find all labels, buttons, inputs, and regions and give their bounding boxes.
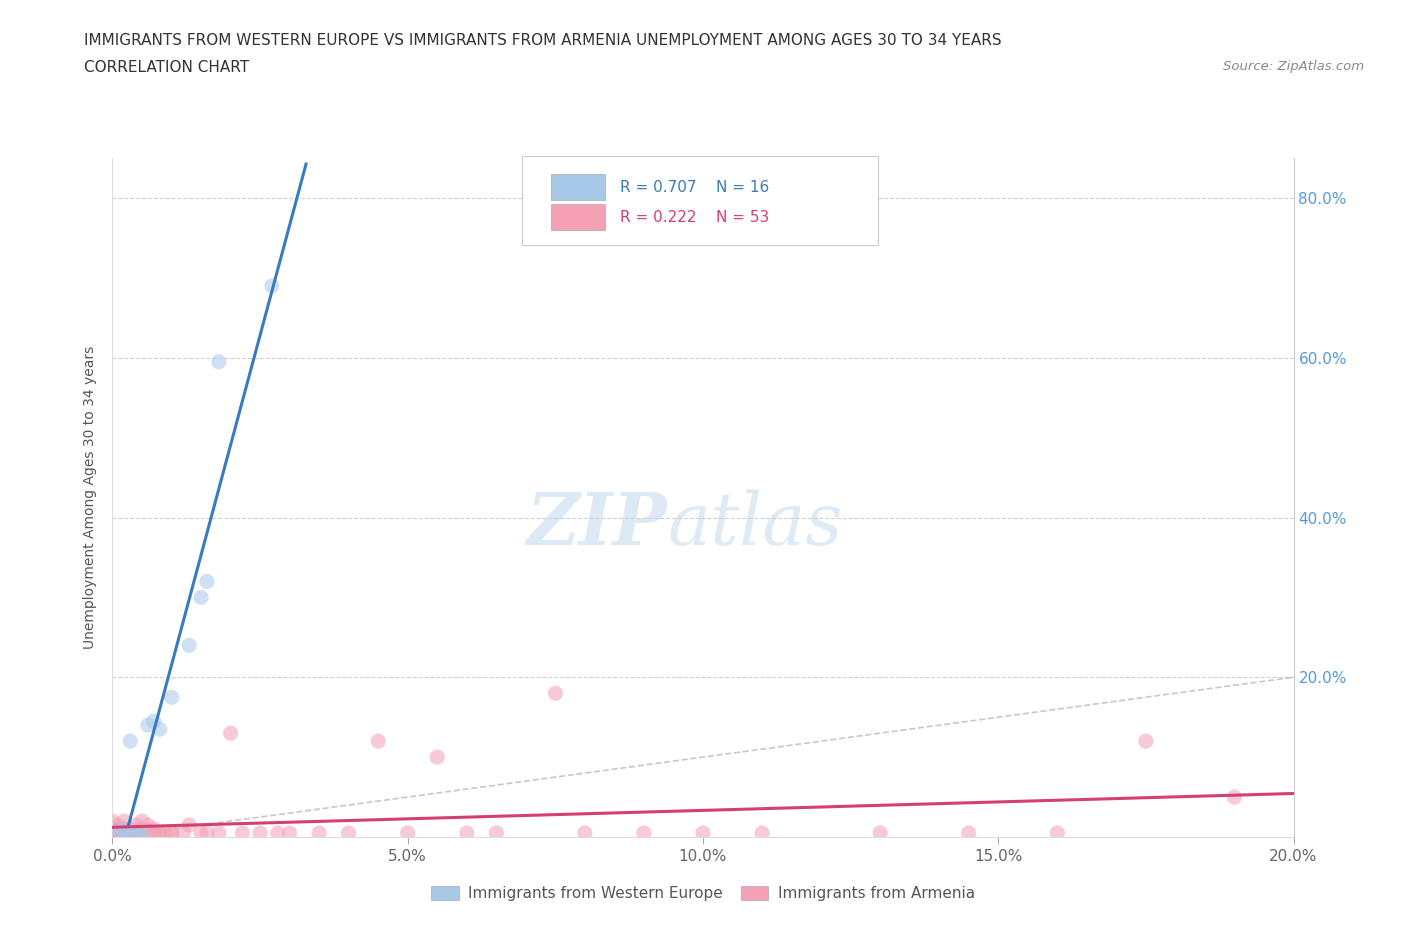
Point (208, 826, 231, 841)
Point (125, 826, 148, 841)
Point (179, 638, 201, 653)
Point (112, 826, 135, 841)
Point (195, 574, 218, 589)
Point (195, 826, 218, 841)
Text: atlas: atlas (668, 489, 844, 560)
Point (396, 826, 419, 841)
Point (155, 826, 177, 841)
Point (249, 826, 271, 841)
Point (101, 821, 124, 836)
Point (1046, 826, 1069, 841)
Point (869, 826, 891, 841)
Point (142, 826, 165, 841)
Point (125, 817, 148, 832)
Point (149, 826, 172, 841)
Point (120, 826, 142, 841)
Point (278, 826, 301, 841)
Point (120, 734, 142, 749)
Point (131, 821, 153, 836)
Point (101, 826, 124, 841)
Point (485, 826, 508, 841)
Point (260, 278, 283, 293)
Point (190, 590, 212, 604)
Point (120, 826, 142, 841)
FancyBboxPatch shape (522, 156, 877, 245)
Point (136, 718, 159, 733)
Point (136, 817, 159, 832)
Point (231, 826, 253, 841)
Point (574, 826, 596, 841)
Point (149, 826, 172, 841)
Point (426, 750, 449, 764)
Point (112, 814, 135, 829)
Point (456, 826, 478, 841)
Point (120, 826, 142, 841)
FancyBboxPatch shape (551, 205, 605, 230)
Point (190, 826, 212, 841)
Point (692, 826, 714, 841)
Point (308, 826, 330, 841)
Y-axis label: Unemployment Among Ages 30 to 34 years: Unemployment Among Ages 30 to 34 years (83, 346, 97, 649)
Point (107, 817, 129, 832)
Point (107, 826, 129, 841)
Point (112, 821, 135, 836)
Point (267, 826, 290, 841)
Text: IMMIGRANTS FROM WESTERN EUROPE VS IMMIGRANTS FROM ARMENIA UNEMPLOYMENT AMONG AGE: IMMIGRANTS FROM WESTERN EUROPE VS IMMIGR… (84, 33, 1002, 47)
Text: R = 0.707    N = 16: R = 0.707 N = 16 (620, 179, 769, 194)
Point (136, 826, 159, 841)
Point (957, 826, 980, 841)
Point (208, 354, 231, 369)
Point (101, 814, 124, 829)
Point (367, 734, 389, 749)
Point (107, 826, 129, 841)
Point (633, 826, 655, 841)
Point (160, 826, 183, 841)
Text: ZIP: ZIP (527, 489, 668, 560)
Point (1223, 790, 1246, 804)
Point (149, 722, 172, 737)
Point (142, 713, 165, 728)
Point (160, 826, 183, 841)
Point (125, 826, 148, 841)
Point (131, 826, 153, 841)
Point (112, 821, 135, 836)
Point (131, 826, 153, 841)
Text: Source: ZipAtlas.com: Source: ZipAtlas.com (1223, 60, 1364, 73)
Point (172, 826, 194, 841)
Legend: Immigrants from Western Europe, Immigrants from Armenia: Immigrants from Western Europe, Immigran… (425, 880, 981, 908)
Point (1135, 734, 1157, 749)
Point (219, 725, 242, 740)
Point (120, 821, 142, 836)
Point (179, 817, 201, 832)
FancyBboxPatch shape (551, 175, 605, 200)
Point (751, 826, 773, 841)
Point (160, 690, 183, 705)
Point (131, 814, 153, 829)
Point (112, 826, 135, 841)
Point (544, 685, 567, 700)
Text: CORRELATION CHART: CORRELATION CHART (84, 60, 249, 75)
Point (337, 826, 360, 841)
Text: R = 0.222    N = 53: R = 0.222 N = 53 (620, 209, 769, 225)
Point (142, 821, 165, 836)
Point (107, 821, 129, 836)
